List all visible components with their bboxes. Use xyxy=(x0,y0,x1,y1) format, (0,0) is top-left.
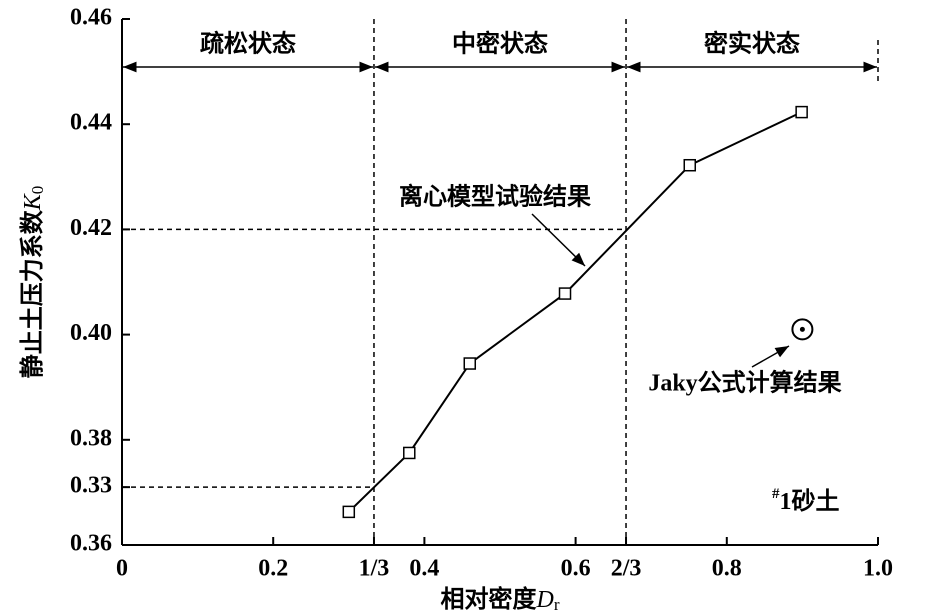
zone-label: 中密状态 xyxy=(452,30,548,58)
y-tick-label: 0.40 xyxy=(70,320,112,346)
y-axis-label: 静止土压力系数K0 xyxy=(19,186,47,379)
series-annotation: Jaky公式计算结果 xyxy=(648,369,841,397)
point-marker xyxy=(403,446,416,460)
y-tick-label: 0.38 xyxy=(70,425,112,451)
zone-label: 疏松状态 xyxy=(200,30,296,58)
x-tick-label: 2/3 xyxy=(611,556,642,582)
point-marker xyxy=(683,158,697,172)
x-axis-label-text: 相对密度 xyxy=(440,585,537,613)
x-tick-label: 0.2 xyxy=(258,556,288,582)
annotation-arrow xyxy=(531,213,586,267)
zone-label: 密实状态 xyxy=(704,30,800,58)
x-tick-label: 0.4 xyxy=(409,556,439,582)
point-marker xyxy=(463,357,477,370)
sample-note: #1砂土 xyxy=(772,486,840,514)
point-marker xyxy=(795,105,808,119)
x-axis-label-var: D xyxy=(535,587,553,613)
y-tick-label: 0.33 xyxy=(70,473,112,499)
x-tick-label: 1/3 xyxy=(359,556,390,582)
series-annotation: 离心模型试验结果 xyxy=(399,183,591,211)
point-marker xyxy=(342,505,356,519)
y-axis-label-sub: 0 xyxy=(28,186,47,195)
point-center xyxy=(799,326,805,332)
x-tick-label: 0.6 xyxy=(561,556,591,582)
x-axis-label-sub: r xyxy=(554,595,560,614)
x-tick-label: 0.8 xyxy=(712,556,742,582)
y-tick-label: 0.36 xyxy=(70,531,112,557)
y-axis-label-var: K xyxy=(20,192,46,211)
sample-note-sup: # xyxy=(772,486,780,502)
series-line xyxy=(348,111,803,513)
y-axis-label-text: 静止土压力系数 xyxy=(19,209,46,378)
x-tick-label: 0 xyxy=(116,556,128,582)
y-tick-label: 0.44 xyxy=(70,110,112,136)
y-tick-label: 0.46 xyxy=(70,5,112,31)
sample-note-text: 1砂土 xyxy=(780,488,840,515)
x-tick-label: 1.0 xyxy=(863,556,893,582)
point-marker xyxy=(558,287,572,300)
x-axis-label: 相对密度Dr xyxy=(440,585,559,614)
annotation-arrow xyxy=(751,345,790,368)
y-tick-label: 0.42 xyxy=(70,215,112,241)
